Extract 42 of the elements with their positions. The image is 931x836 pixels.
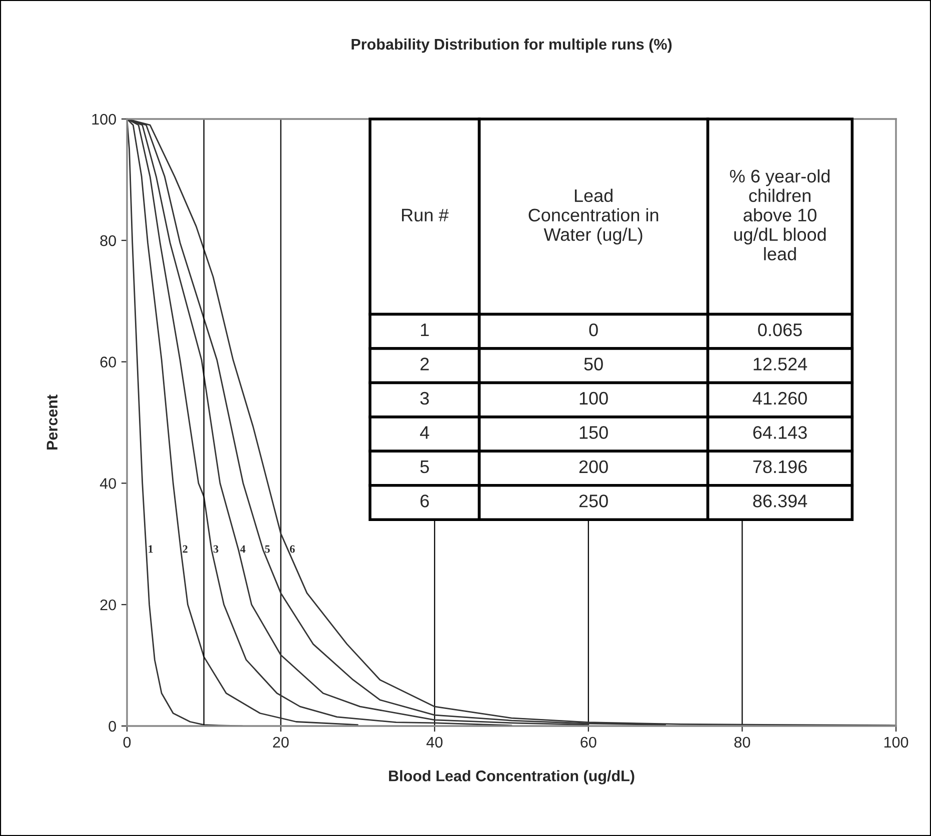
annotation: 6 [420, 494, 429, 508]
annotation: 250 [579, 494, 608, 508]
x-tick-label: 100 [884, 736, 908, 748]
y-tick-label: 80 [100, 235, 116, 246]
y-tick-label: 60 [100, 356, 116, 368]
annotation: 64.143 [753, 426, 807, 439]
annotation: 78.196 [753, 460, 807, 474]
annotation: 3 [420, 392, 429, 405]
x-tick-label: 20 [273, 736, 289, 748]
annotation: 0 [589, 323, 598, 336]
x-tick-label: 40 [426, 736, 442, 748]
x-tick-label: 60 [580, 736, 596, 748]
annotation: % 6 year-old children above 10 ug/dL blood lead [730, 169, 830, 260]
annotation: 12.524 [754, 358, 808, 370]
chart-title: Probability Distribution for multiple runs (%) [352, 38, 672, 53]
series-label: 1 [148, 545, 153, 553]
annotation: 100 [580, 392, 608, 405]
y-tick-label: 40 [100, 478, 116, 489]
y-tick-label: 100 [92, 114, 116, 125]
y-tick-label: 20 [100, 599, 116, 610]
annotation: 200 [579, 460, 608, 474]
annotation: 5 [420, 460, 429, 474]
annotation: 86.394 [753, 494, 808, 508]
annotation: 4 [420, 426, 430, 439]
x-axis-title: Blood Lead Concentration (ug/dL) [389, 770, 634, 784]
series-label: 4 [240, 545, 246, 553]
annotation: 2 [420, 358, 429, 370]
y-axis-title: Percent [46, 394, 58, 450]
y-tick-label: 0 [108, 720, 116, 732]
annotation: 1 [420, 324, 429, 336]
annotation: Run # [402, 208, 449, 222]
series-label: 6 [290, 545, 295, 553]
annotation: 41.260 [752, 392, 807, 405]
annotation: 150 [580, 426, 608, 439]
x-tick-label: 0 [123, 736, 131, 748]
annotation: 0.065 [758, 323, 802, 336]
series-label: 2 [182, 545, 188, 553]
annotation: Lead Concentration in Water (ug/L) [528, 188, 658, 244]
annotation: 50 [584, 358, 603, 370]
series-label: 5 [265, 545, 270, 553]
series-label: 3 [214, 545, 218, 553]
x-tick-label: 80 [734, 736, 750, 748]
